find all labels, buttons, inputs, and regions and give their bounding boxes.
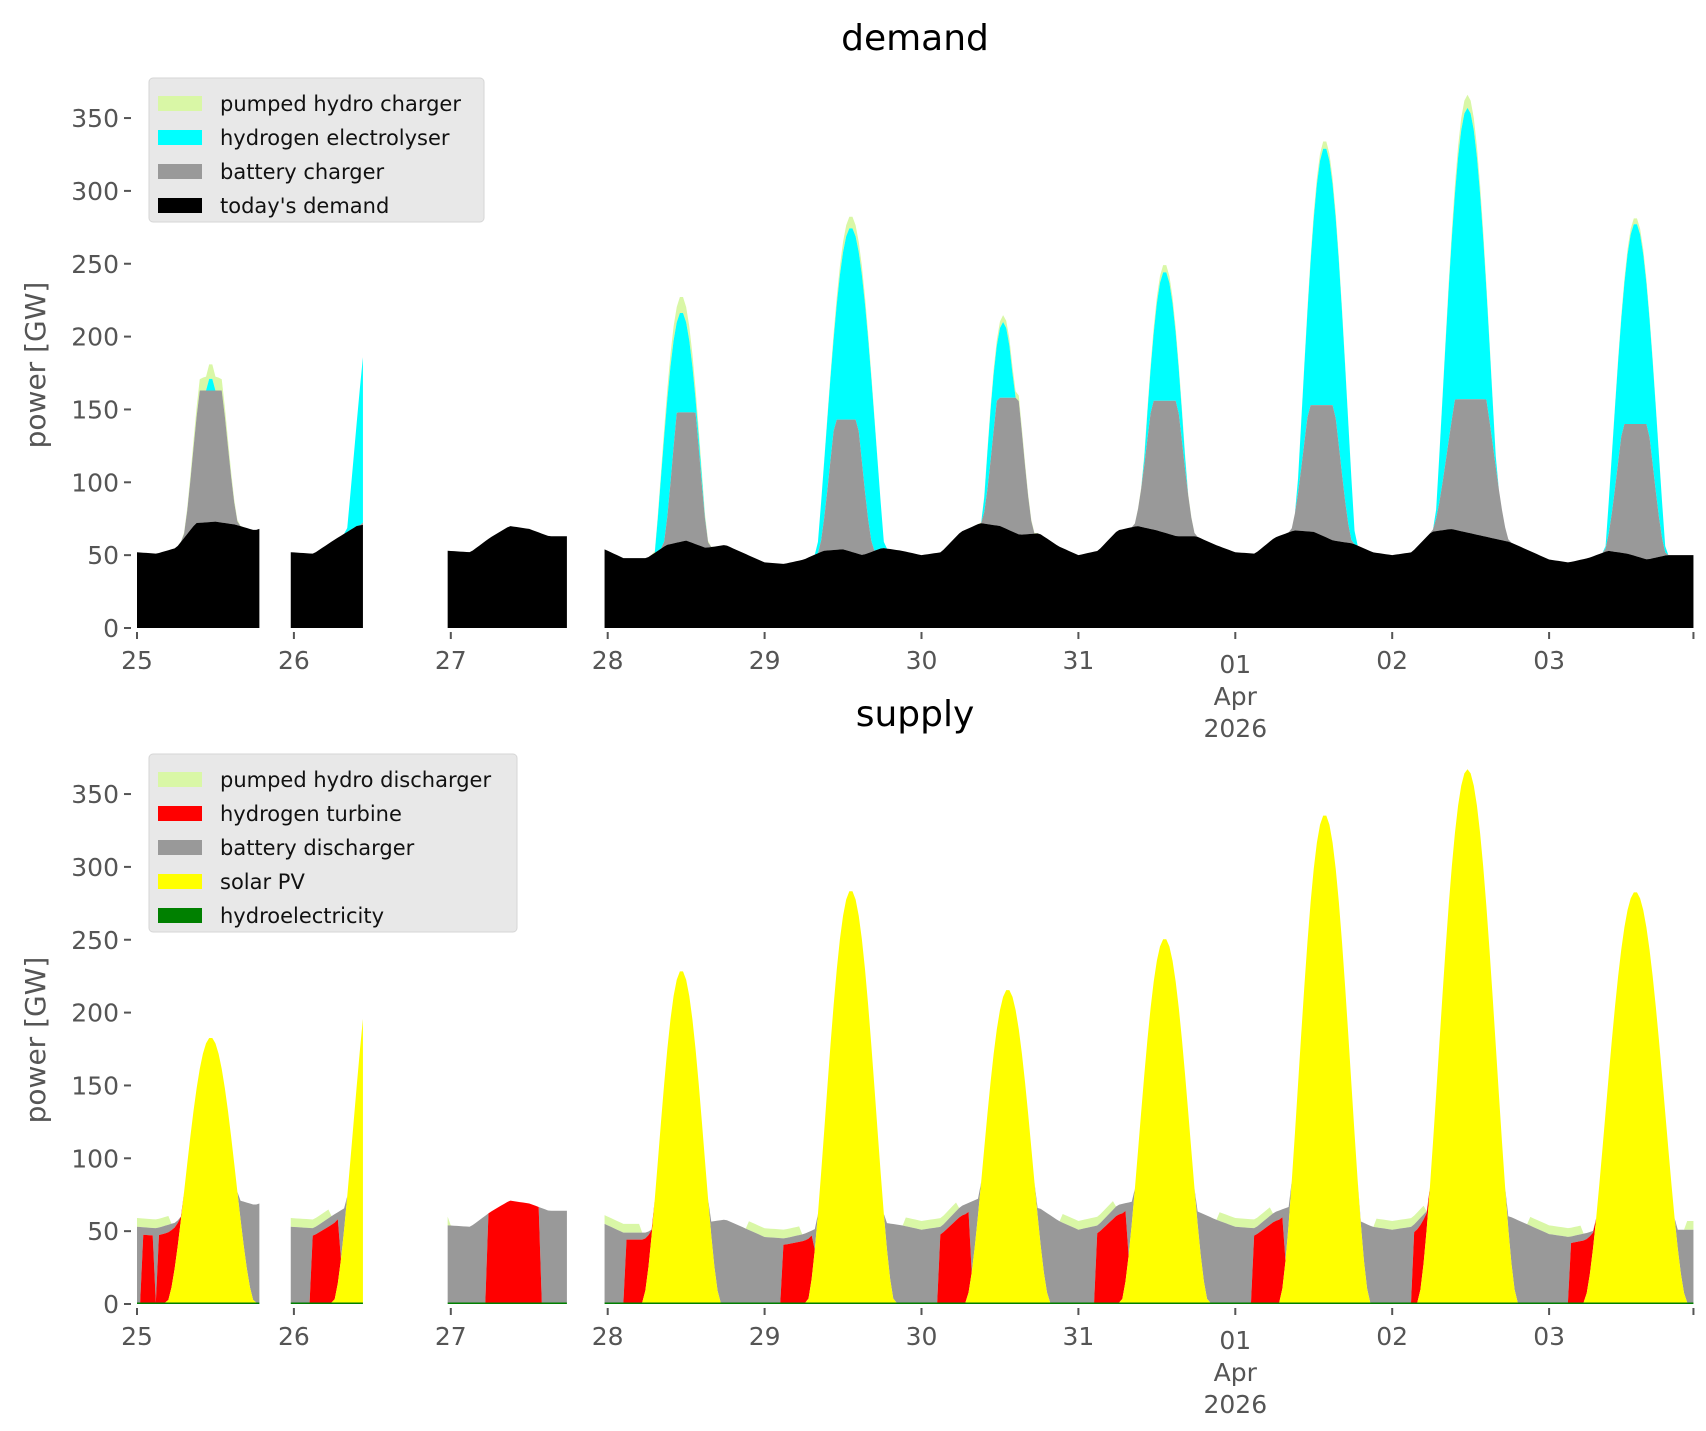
hydroelectricity-area xyxy=(447,1302,567,1304)
x-tick-label: 27 xyxy=(435,1322,467,1351)
battery-charger-area xyxy=(137,390,260,554)
demand-panel: demand power [GW] 0 50 100 150 200 250 300 350 2… xyxy=(19,18,1695,743)
y-tick-label: 350 xyxy=(71,104,119,133)
y-tick-label: 200 xyxy=(71,323,119,352)
x-tick-label: 02 xyxy=(1376,1322,1408,1351)
demand-y-axis-label: power [GW] xyxy=(19,282,52,449)
solar-pv-area xyxy=(290,1018,363,1303)
x-tick-label: 25 xyxy=(121,646,153,675)
demand-title: demand xyxy=(841,18,989,59)
legend-label: battery discharger xyxy=(220,836,415,860)
hydroelectricity-area xyxy=(290,1302,363,1304)
y-tick-label: 100 xyxy=(71,1144,119,1173)
legend-swatch xyxy=(158,840,202,855)
y-tick-label: 250 xyxy=(71,926,119,955)
legend-label: hydroelectricity xyxy=(220,904,384,928)
legend-label: pumped hydro discharger xyxy=(220,768,491,792)
legend-box xyxy=(148,753,518,933)
y-tick-label: 50 xyxy=(87,1217,119,1246)
demand-axes: 0 50 100 150 200 250 300 350 25 26 27 28 29 30 31 01 Apr… xyxy=(71,104,1695,743)
battery-discharger-area xyxy=(290,1018,363,1303)
x-tick-label: 28 xyxy=(592,646,624,675)
supply-legend: pumped hydro discharger hydrogen turbine b… xyxy=(148,753,518,933)
x-tick-label: 29 xyxy=(749,1322,781,1351)
solar-pv-area xyxy=(604,769,1694,1303)
solar-pv-area xyxy=(137,1038,260,1303)
supply-areas xyxy=(137,769,1694,1304)
legend-label: battery charger xyxy=(220,160,385,184)
legend-label: hydrogen turbine xyxy=(220,802,402,826)
x-tick-label: 01 xyxy=(1219,1326,1251,1355)
hydrogen-turbine-area xyxy=(447,1200,567,1303)
x-tick-sublabel-year: 2026 xyxy=(1203,1390,1267,1419)
legend-label: hydrogen electrolyser xyxy=(220,126,450,150)
legend-swatch xyxy=(158,806,202,821)
y-tick-label: 150 xyxy=(71,1071,119,1100)
legend-swatch xyxy=(158,164,202,179)
x-tick-label: 27 xyxy=(435,646,467,675)
y-tick-label: 0 xyxy=(103,1290,119,1319)
y-tick-label: 100 xyxy=(71,468,119,497)
hydrogen-electrolyser-area xyxy=(290,357,363,554)
battery-charger-area xyxy=(604,397,1694,564)
y-tick-label: 0 xyxy=(103,614,119,643)
todays-demand-area xyxy=(447,526,567,628)
pumped-hydro-charger-area xyxy=(137,364,260,554)
y-tick-label: 350 xyxy=(71,780,119,809)
x-tick-label: 03 xyxy=(1533,646,1565,675)
x-tick-label: 31 xyxy=(1062,1322,1094,1351)
x-tick-label: 28 xyxy=(592,1322,624,1351)
legend-label: solar PV xyxy=(220,870,305,894)
x-tick-sublabel-year: 2026 xyxy=(1203,714,1267,743)
legend-swatch xyxy=(158,96,202,111)
hydroelectricity-area xyxy=(137,1302,260,1304)
x-tick-label: 03 xyxy=(1533,1322,1565,1351)
legend-swatch xyxy=(158,130,202,145)
legend-label: pumped hydro charger xyxy=(220,92,461,116)
y-tick-label: 300 xyxy=(71,177,119,206)
supply-title: supply xyxy=(856,694,975,735)
x-tick-label: 02 xyxy=(1376,646,1408,675)
x-tick-label: 26 xyxy=(278,1322,310,1351)
hydrogen-electrolyser-area xyxy=(604,107,1694,564)
battery-discharger-area xyxy=(447,1200,567,1303)
hydrogen-turbine-area xyxy=(604,769,1694,1303)
hydroelectricity-area xyxy=(604,1302,1694,1304)
x-tick-label: 30 xyxy=(906,646,938,675)
x-tick-label: 01 xyxy=(1219,650,1251,679)
x-tick-label: 25 xyxy=(121,1322,153,1351)
legend-swatch xyxy=(158,772,202,787)
y-tick-label: 250 xyxy=(71,250,119,279)
battery-discharger-area xyxy=(604,769,1694,1303)
legend-swatch xyxy=(158,908,202,923)
supply-y-axis-label: power [GW] xyxy=(19,957,52,1124)
y-tick-label: 300 xyxy=(71,853,119,882)
hydrogen-turbine-area xyxy=(137,1038,260,1303)
hydrogen-turbine-area xyxy=(290,1018,363,1303)
x-tick-label: 26 xyxy=(278,646,310,675)
y-tick-label: 200 xyxy=(71,999,119,1028)
y-tick-label: 50 xyxy=(87,541,119,570)
x-tick-label: 29 xyxy=(749,646,781,675)
y-tick-label: 150 xyxy=(71,395,119,424)
legend-swatch xyxy=(158,198,202,213)
x-tick-sublabel-month: Apr xyxy=(1214,682,1258,711)
todays-demand-area xyxy=(137,521,260,628)
supply-axes: 0 50 100 150 200 250 300 350 25 26 27 28 29 30 31 01 Apr… xyxy=(71,780,1695,1419)
x-tick-sublabel-month: Apr xyxy=(1214,1358,1258,1387)
demand-legend: pumped hydro charger hydrogen electrolyse… xyxy=(148,77,485,223)
supply-panel: supply power [GW] 0 50 100 150 200 250 300 350 2… xyxy=(19,694,1695,1419)
todays-demand-area xyxy=(290,524,363,628)
x-tick-label: 30 xyxy=(906,1322,938,1351)
x-tick-label: 31 xyxy=(1062,646,1094,675)
demand-areas xyxy=(137,94,1694,628)
legend-label: today's demand xyxy=(220,194,389,218)
legend-swatch xyxy=(158,874,202,889)
legend-box xyxy=(148,77,485,223)
todays-demand-area xyxy=(604,523,1694,628)
